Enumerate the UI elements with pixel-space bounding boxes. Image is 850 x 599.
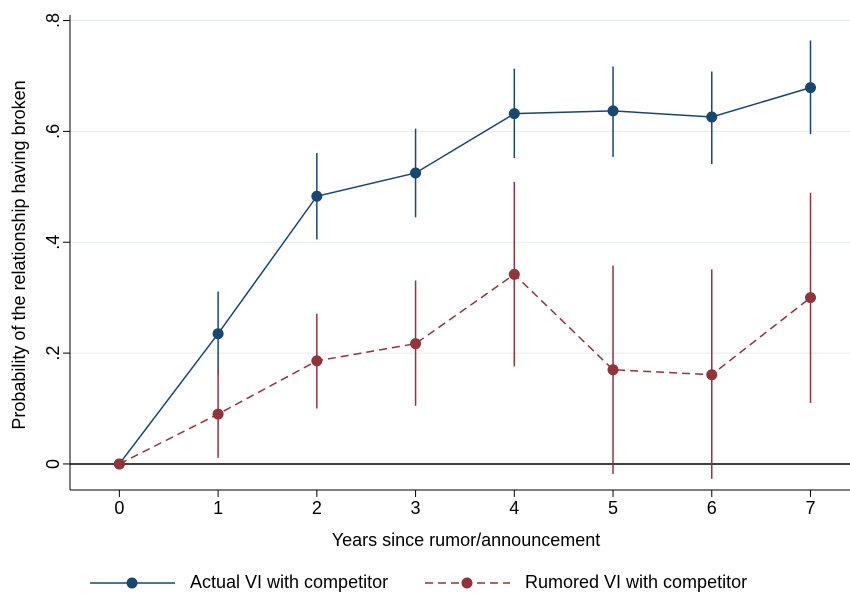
point xyxy=(311,190,323,202)
point xyxy=(706,369,718,381)
point xyxy=(706,111,718,123)
legend-marker xyxy=(461,577,473,589)
x-tick-label: 6 xyxy=(707,498,717,518)
point xyxy=(607,105,619,117)
point xyxy=(113,458,125,470)
y-tick-label: 0 xyxy=(43,459,63,469)
x-tick-label: 4 xyxy=(509,498,519,518)
point xyxy=(805,292,817,304)
x-tick-label: 3 xyxy=(411,498,421,518)
x-axis-label: Years since rumor/announcement xyxy=(332,530,601,550)
point xyxy=(212,408,224,420)
point xyxy=(311,355,323,367)
series-line xyxy=(118,86,811,465)
y-tick-label: .6 xyxy=(43,124,63,139)
point xyxy=(508,268,520,280)
point xyxy=(607,364,619,376)
x-tick-label: 0 xyxy=(114,498,124,518)
x-tick-label: 7 xyxy=(805,498,815,518)
legend-label: Actual VI with competitor xyxy=(190,572,388,592)
series-line xyxy=(119,273,811,465)
y-axis-label: Probability of the relationship having b… xyxy=(9,80,29,429)
legend-marker xyxy=(126,577,138,589)
y-tick-label: .4 xyxy=(43,235,63,250)
point xyxy=(212,328,224,340)
x-tick-label: 2 xyxy=(312,498,322,518)
y-tick-label: .2 xyxy=(43,346,63,361)
x-tick-label: 1 xyxy=(213,498,223,518)
x-tick-label: 5 xyxy=(608,498,618,518)
legend-label: Rumored VI with competitor xyxy=(525,572,747,592)
point xyxy=(508,108,520,120)
point xyxy=(410,167,422,179)
y-tick-label: .8 xyxy=(43,13,63,28)
point xyxy=(805,82,817,94)
point xyxy=(410,338,422,350)
